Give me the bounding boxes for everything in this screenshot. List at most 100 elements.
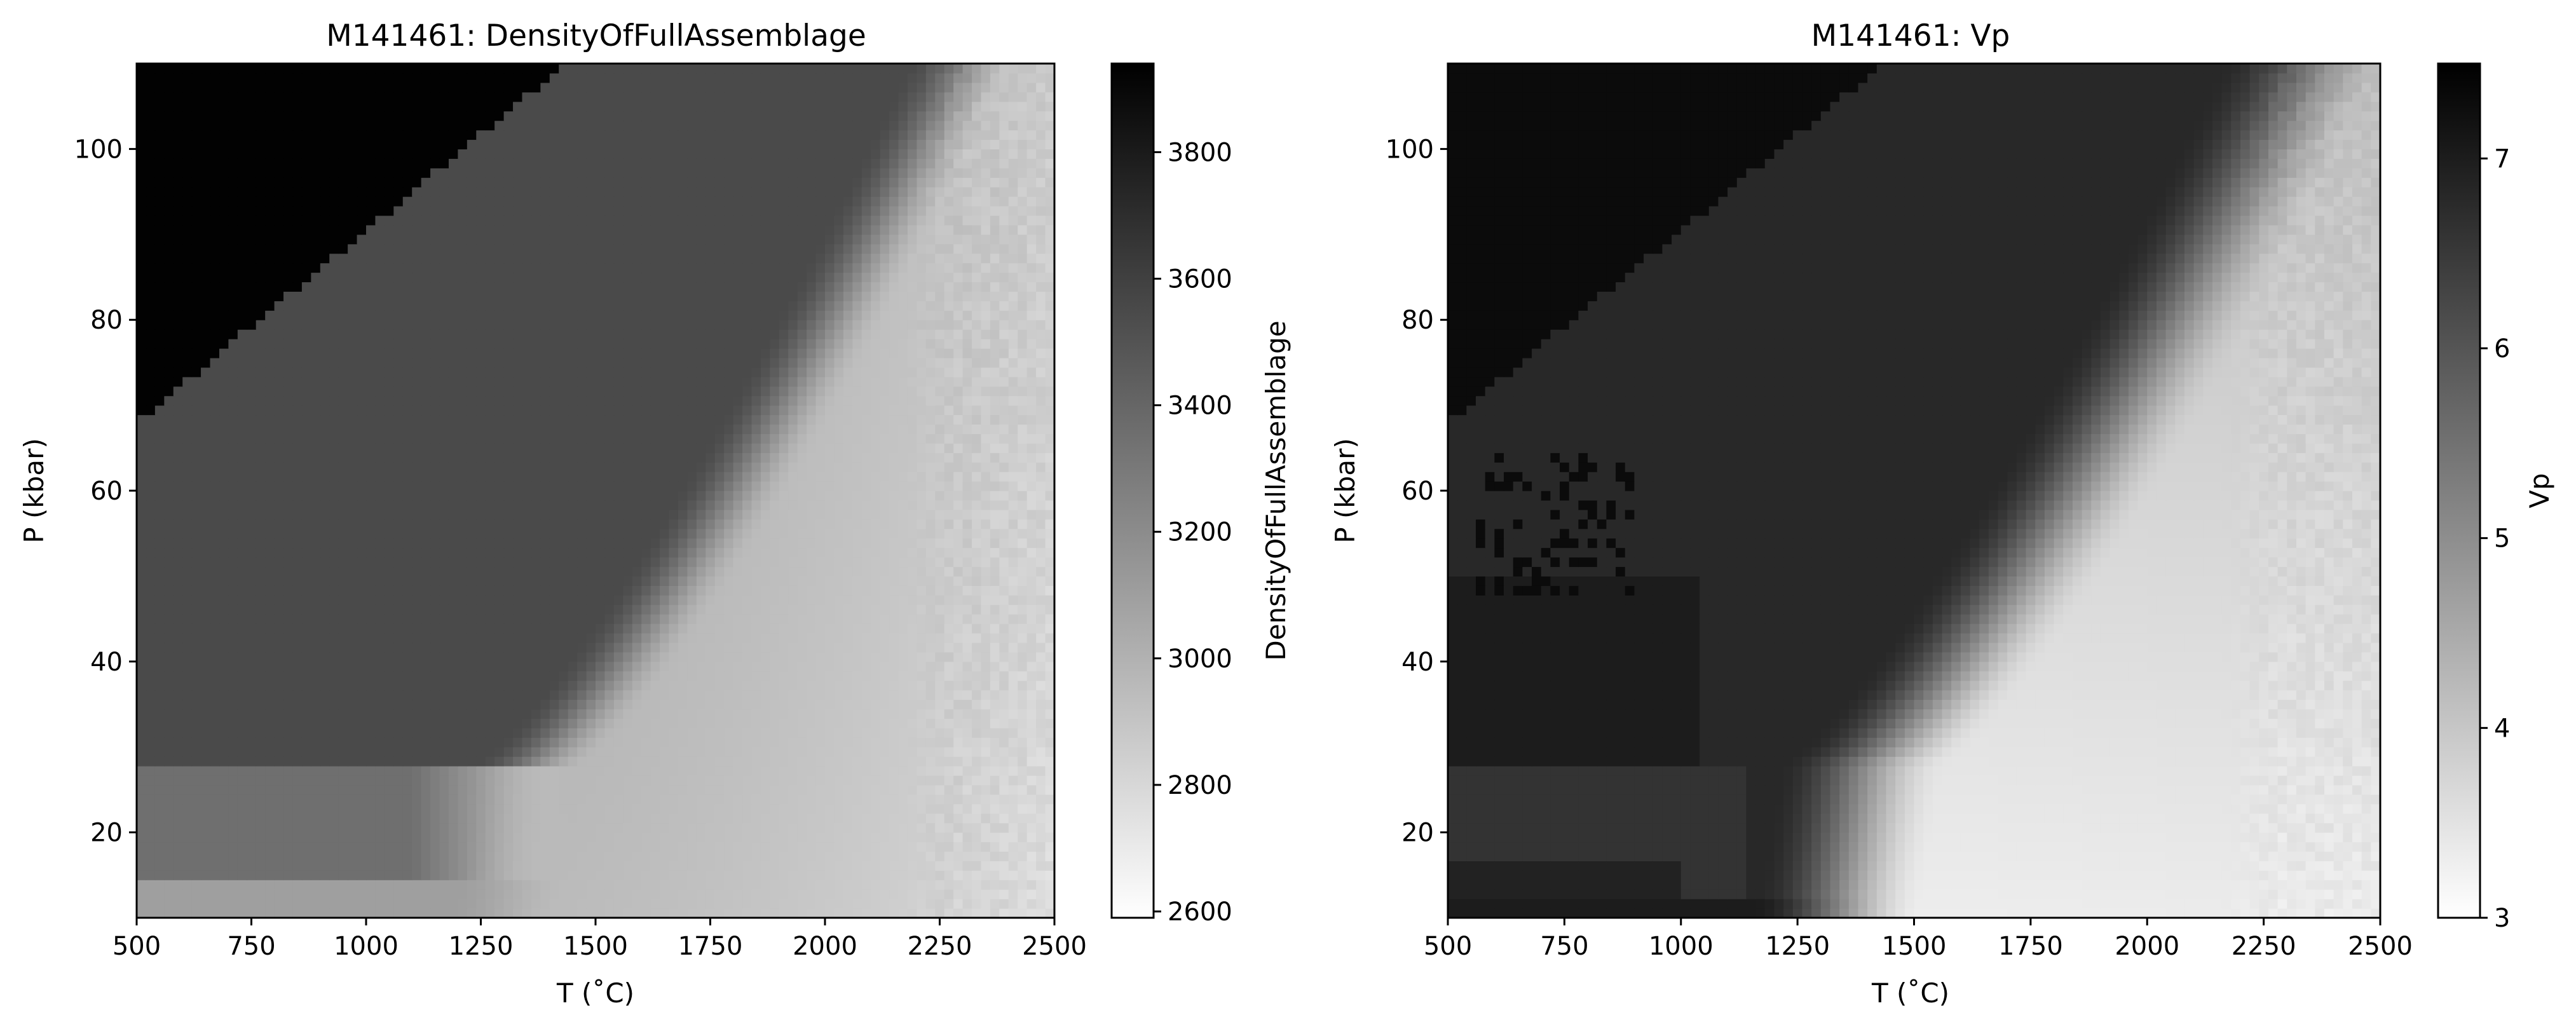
heatmap-cell [329, 908, 339, 918]
heatmap-cell [283, 614, 294, 624]
heatmap-cell [430, 633, 440, 643]
heatmap-cell [760, 509, 770, 520]
heatmap-cell [770, 775, 780, 786]
heatmap-cell [733, 718, 743, 728]
heatmap-cell [430, 784, 440, 795]
heatmap-cell [467, 690, 477, 700]
heatmap-cell [301, 604, 311, 615]
heatmap-cell [320, 633, 330, 643]
heatmap-cell [137, 889, 147, 899]
heatmap-cell [191, 784, 201, 795]
heatmap-cell [669, 832, 679, 843]
heatmap-cell [247, 775, 257, 786]
heatmap-cell [889, 699, 899, 710]
heatmap-cell [375, 718, 385, 728]
heatmap-cell [191, 747, 201, 757]
heatmap-cell [559, 813, 569, 824]
heatmap-cell [201, 566, 211, 576]
heatmap-cell [439, 803, 449, 814]
heatmap-cell [935, 443, 945, 453]
heatmap-cell [751, 633, 761, 643]
heatmap-cell [228, 775, 238, 786]
heatmap-cell [641, 661, 651, 672]
heatmap-cell [1018, 547, 1028, 558]
heatmap-cell [448, 604, 458, 615]
heatmap-cell [311, 851, 321, 861]
heatmap-cell [696, 453, 706, 463]
heatmap-cell [476, 642, 486, 653]
heatmap-cell [678, 547, 688, 558]
heatmap-cell [917, 443, 927, 453]
heatmap-cell [586, 661, 596, 672]
heatmap-cell [256, 642, 266, 653]
heatmap-cell [660, 822, 670, 833]
heatmap-cell [733, 699, 743, 710]
heatmap-cell [366, 889, 376, 899]
heatmap-cell [292, 671, 303, 681]
heatmap-cell [604, 794, 615, 805]
heatmap-cell [861, 747, 871, 757]
heatmap-cell [201, 766, 211, 776]
heatmap-cell [843, 680, 853, 691]
heatmap-cell [687, 500, 697, 510]
heatmap-cell [871, 604, 881, 615]
heatmap-cell [898, 908, 908, 918]
heatmap-cell [613, 491, 624, 501]
heatmap-cell [687, 709, 697, 719]
heatmap-cell [173, 651, 183, 662]
heatmap-cell [797, 803, 807, 814]
heatmap-cell [402, 538, 412, 549]
heatmap-cell [265, 699, 275, 710]
heatmap-cell [182, 547, 193, 558]
heatmap-cell [1018, 822, 1028, 833]
heatmap-cell [770, 651, 780, 662]
heatmap-cell [871, 889, 881, 899]
heatmap-cell [641, 699, 651, 710]
heatmap-cell [889, 566, 899, 576]
heatmap-cell [1036, 899, 1046, 909]
heatmap-cell [953, 633, 964, 643]
heatmap-cell [1036, 519, 1046, 529]
heatmap-cell [834, 528, 844, 539]
heatmap-cell [384, 547, 394, 558]
heatmap-cell [531, 680, 541, 691]
heatmap-cell [458, 766, 468, 776]
heatmap-cell [274, 595, 284, 605]
heatmap-cell [852, 822, 862, 833]
heatmap-cell [760, 889, 770, 899]
heatmap-cell [742, 547, 753, 558]
heatmap-cell [366, 803, 376, 814]
heatmap-cell [357, 453, 367, 463]
heatmap-cell [458, 832, 468, 843]
heatmap-cell [393, 614, 404, 624]
heatmap-cell [329, 889, 339, 899]
heatmap-cell [540, 633, 550, 643]
heatmap-cell [999, 680, 1009, 691]
heatmap-cell [366, 604, 376, 615]
heatmap-cell [880, 775, 890, 786]
heatmap-cell [861, 661, 871, 672]
heatmap-cell [925, 519, 936, 529]
heatmap-cell [871, 624, 881, 634]
heatmap-cell [999, 842, 1009, 852]
heatmap-cell [191, 566, 201, 576]
heatmap-cell [953, 519, 964, 529]
heatmap-cell [210, 633, 220, 643]
heatmap-cell [1018, 462, 1028, 472]
heatmap-cell [861, 832, 871, 843]
heatmap-cell [815, 728, 826, 738]
heatmap-cell [292, 880, 303, 890]
heatmap-cell [421, 709, 431, 719]
heatmap-cell [834, 557, 844, 568]
heatmap-cell [770, 803, 780, 814]
heatmap-cell [1036, 870, 1046, 880]
heatmap-cell [815, 481, 826, 491]
heatmap-cell [173, 576, 183, 586]
heatmap-cell [494, 547, 505, 558]
heatmap-cell [687, 832, 697, 843]
heatmap-cell [898, 747, 908, 757]
heatmap-cell [137, 680, 147, 691]
heatmap-cell [531, 813, 541, 824]
heatmap-cell [577, 509, 587, 520]
heatmap-cell [1045, 519, 1055, 529]
